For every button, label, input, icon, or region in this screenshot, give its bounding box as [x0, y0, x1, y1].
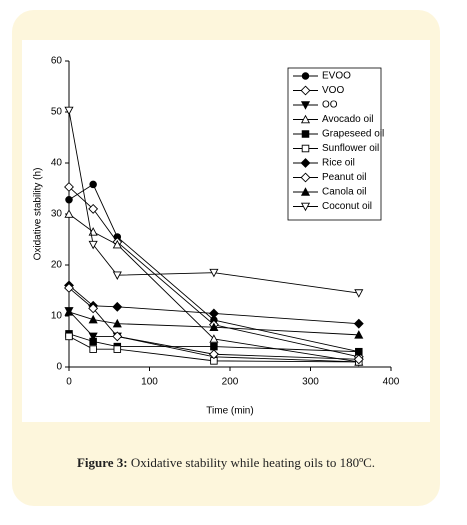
- marker: [88, 314, 98, 324]
- y-tick-label: 20: [51, 260, 63, 271]
- marker: [355, 347, 363, 356]
- legend-label: Peanut oil: [322, 172, 366, 183]
- marker: [112, 318, 122, 328]
- marker: [300, 101, 311, 110]
- marker: [112, 301, 123, 312]
- caption-text: Oxidative stability while heating oils t…: [130, 455, 376, 470]
- marker: [300, 172, 311, 183]
- marker: [64, 182, 74, 192]
- marker: [89, 337, 97, 346]
- legend-label: OO: [322, 100, 338, 111]
- marker: [88, 303, 99, 314]
- marker: [88, 240, 98, 250]
- x-tick-label: 100: [141, 377, 158, 388]
- legend-label: Coconut oil: [322, 201, 372, 212]
- y-tick-label: 10: [51, 311, 63, 322]
- y-tick-label: 50: [51, 107, 63, 118]
- legend-label: EVOO: [322, 71, 351, 82]
- legend-label: Sunflower oil: [322, 143, 379, 154]
- marker: [300, 202, 311, 212]
- legend-label: VOO: [322, 85, 344, 96]
- marker: [88, 332, 98, 342]
- marker: [209, 268, 219, 278]
- marker: [65, 332, 73, 341]
- marker: [113, 345, 122, 353]
- marker: [88, 203, 99, 214]
- marker: [209, 334, 219, 343]
- y-tick-label: 60: [51, 56, 63, 67]
- marker: [301, 72, 310, 80]
- marker: [112, 239, 122, 249]
- marker: [64, 283, 74, 293]
- x-axis-label: Time (min): [206, 406, 253, 417]
- marker: [209, 322, 219, 331]
- marker: [208, 349, 219, 360]
- marker: [112, 331, 123, 342]
- marker: [65, 195, 73, 204]
- marker: [300, 114, 311, 124]
- marker: [208, 308, 219, 319]
- marker: [89, 345, 97, 353]
- y-axis-label: Oxidative stability (h): [33, 168, 44, 261]
- marker: [300, 85, 311, 96]
- marker: [300, 187, 311, 196]
- x-tick-label: 300: [302, 377, 319, 388]
- marker: [353, 318, 364, 329]
- marker: [354, 330, 364, 339]
- caption-label: Figure 3:: [76, 455, 128, 470]
- x-tick-label: 400: [383, 377, 400, 388]
- marker: [300, 158, 311, 168]
- marker: [64, 307, 74, 316]
- marker: [210, 342, 218, 351]
- marker: [89, 180, 97, 189]
- marker: [112, 271, 122, 280]
- caption: Figure 3: Oxidative stability while heat…: [12, 455, 440, 471]
- legend-label: Grapeseed oil: [322, 129, 384, 140]
- y-tick-label: 30: [51, 209, 63, 220]
- marker: [301, 144, 310, 153]
- x-tick-label: 0: [66, 377, 72, 388]
- marker: [64, 106, 74, 116]
- legend-label: Rice oil: [322, 158, 355, 169]
- marker: [301, 130, 310, 138]
- marker: [64, 209, 74, 218]
- y-tick-label: 0: [56, 362, 62, 373]
- legend-label: Canola oil: [322, 187, 366, 198]
- legend-label: Avocado oil: [322, 114, 374, 125]
- marker: [354, 289, 364, 298]
- marker: [353, 354, 364, 365]
- y-tick-label: 40: [51, 158, 63, 169]
- x-tick-label: 200: [222, 377, 239, 388]
